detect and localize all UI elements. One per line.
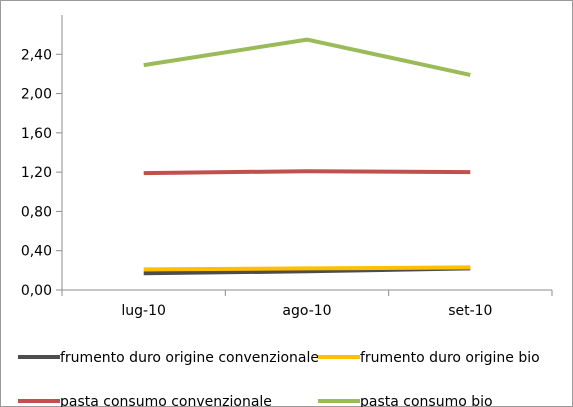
- y-tick-label: 2,00: [21, 87, 52, 103]
- x-tick-label: ago-10: [282, 303, 331, 319]
- y-tick-label: 0,00: [21, 283, 52, 299]
- chart-legend: frumento duro origine convenzionale frume…: [18, 350, 540, 407]
- series-line-4: [143, 37, 471, 77]
- y-tick-label: 0,40: [21, 244, 52, 260]
- y-tick-label: 1,60: [21, 126, 52, 142]
- legend-label: frumento duro origine bio: [360, 350, 540, 366]
- x-tick-label: set-10: [448, 303, 492, 319]
- y-tick-label: 2,40: [21, 47, 52, 63]
- series-line-2: [143, 265, 471, 272]
- y-tick-label: 1,20: [21, 165, 52, 181]
- legend-label: frumento duro origine convenzionale: [60, 350, 319, 366]
- chart-series: [143, 37, 471, 276]
- y-tick-label: 0,80: [21, 204, 52, 220]
- legend-label: pasta consumo bio: [360, 394, 493, 407]
- x-tick-label: lug-10: [121, 303, 166, 319]
- chart-axes: 0,00 0,40 0,80 1,20 1,60 2,00 2,40 lug-10 ago-10…: [21, 15, 553, 319]
- series-line-3: [143, 169, 471, 176]
- legend-label: pasta consumo convenzionale: [60, 394, 272, 407]
